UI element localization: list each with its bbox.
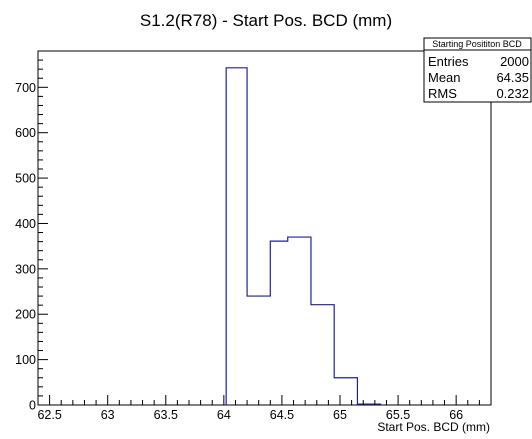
y-tick-label: 700 (15, 81, 36, 95)
histogram-layer (225, 67, 382, 405)
y-tick-label: 400 (15, 217, 36, 231)
chart-title: S1.2(R78) - Start Pos. BCD (mm) (140, 11, 392, 30)
x-tick-label: 63.5 (154, 408, 178, 422)
stats-value-entries: 2000 (500, 54, 529, 69)
stats-value-rms: 0.232 (496, 86, 529, 101)
histogram-outline (225, 67, 382, 405)
stats-label-rms: RMS (428, 86, 457, 101)
histogram-bin (247, 296, 270, 405)
histogram-bin (311, 305, 334, 405)
stats-box: Starting Posititon BCD Entries 2000 Mean… (423, 37, 532, 103)
x-tick-label: 64.5 (270, 408, 294, 422)
histogram-bin (334, 378, 357, 405)
y-axis-ticks: 0 100 200 300 400 500 600 700 (15, 50, 48, 413)
plot-border (37, 50, 492, 406)
x-tick-label: 63 (101, 408, 115, 422)
x-tick-label: 64 (217, 408, 231, 422)
stats-label-mean: Mean (428, 70, 461, 85)
histogram-bin (270, 241, 287, 405)
histogram-bin (226, 68, 247, 405)
stats-label-entries: Entries (428, 54, 469, 69)
plot-frame (37, 50, 492, 406)
x-axis-ticks: 62.5 63 63.5 64 64.5 65 65.5 66 (37, 395, 492, 422)
y-tick-label: 300 (15, 262, 36, 276)
y-tick-label: 500 (15, 172, 36, 186)
x-tick-label: 65 (333, 408, 347, 422)
x-tick-label: 65.5 (386, 408, 410, 422)
x-tick-label: 62.5 (37, 408, 61, 422)
stats-value-mean: 64.35 (496, 70, 529, 85)
stats-box-title: Starting Posititon BCD (432, 39, 522, 49)
stats-box-frame (423, 37, 532, 103)
y-tick-label: 200 (15, 308, 36, 322)
histogram-bin (288, 237, 311, 405)
y-tick-label: 0 (29, 399, 36, 413)
x-axis-label: Start Pos. BCD (mm) (377, 420, 490, 434)
x-tick-label: 66 (449, 408, 463, 422)
y-tick-label: 100 (15, 353, 36, 367)
y-tick-label: 600 (15, 126, 36, 140)
